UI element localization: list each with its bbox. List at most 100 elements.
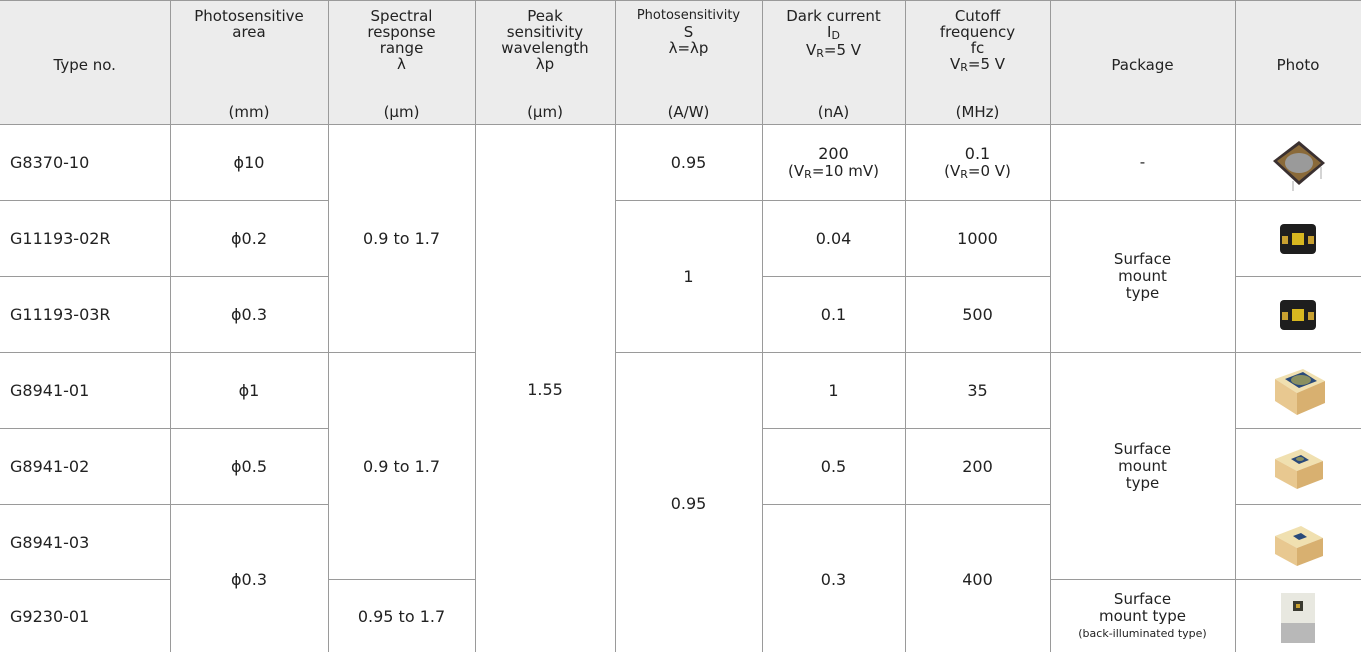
shape [1296, 604, 1300, 608]
text: Package [1051, 4, 1235, 122]
shape: Type no. Photosensitivearea(mm) Spectral… [0, 1, 1361, 652]
text: Dark current [763, 8, 905, 24]
table-cell: 0.5 [762, 429, 905, 505]
text: =0 V) [968, 162, 1011, 180]
text: λ=λp [616, 40, 762, 56]
unit-label: (nA) [763, 104, 905, 122]
text: Surface [1051, 441, 1235, 458]
text: (V [788, 162, 804, 180]
shape [1291, 375, 1311, 385]
text: type [1051, 285, 1235, 302]
table-cell: 0.9 to 1.7 [328, 353, 475, 580]
text: response [329, 24, 475, 40]
table-cell: 200 [905, 429, 1050, 505]
table-cell: 0.95 [615, 353, 762, 652]
text: Surface [1051, 591, 1235, 608]
subscript: R [960, 61, 968, 74]
table-cell [1235, 353, 1361, 429]
unit-label: (µm) [329, 104, 475, 122]
table-cell: G9230-01 [0, 580, 170, 652]
shape [1282, 312, 1288, 320]
subscript: R [804, 168, 812, 181]
subscript: R [960, 168, 968, 181]
spec-table: Type no. Photosensitivearea(mm) Spectral… [0, 0, 1361, 652]
table-cell: ϕ0.3 [170, 277, 328, 353]
table-cell: 500 [905, 277, 1050, 353]
table-cell: ϕ1 [170, 353, 328, 429]
photo [1263, 512, 1333, 572]
table-cell: 0.95 to 1.7 [328, 580, 475, 652]
text: Package [1051, 57, 1235, 73]
text: =5 V [824, 41, 861, 59]
text: 0.1 [906, 144, 1050, 163]
subscript: D [831, 29, 839, 42]
text: frequency [906, 24, 1050, 40]
table-cell: 1.55 [475, 125, 615, 652]
table-cell: 200(VR=10 mV) [762, 125, 905, 201]
table-cell: G8370-10 [0, 125, 170, 201]
table-cell: - [1050, 125, 1235, 201]
text: (back-illuminated type) [1051, 625, 1235, 642]
text: V [950, 55, 960, 73]
table-cell [1235, 277, 1361, 353]
table-cell: G8941-01 [0, 353, 170, 429]
text: λp [476, 56, 615, 72]
photo [1263, 214, 1333, 264]
text: VR=5 V [763, 42, 905, 60]
text: λ [329, 56, 475, 72]
text: mount [1051, 268, 1235, 285]
shape [1292, 309, 1304, 321]
table-cell: 1 [615, 201, 762, 353]
text: =10 mV) [812, 162, 879, 180]
text: (V [944, 162, 960, 180]
text: Photosensitive [171, 8, 328, 24]
unit-label: (µm) [476, 104, 615, 122]
table-cell: G11193-02R [0, 201, 170, 277]
table-cell: 0.1(VR=0 V) [905, 125, 1050, 201]
text: Type no. [0, 4, 170, 122]
text: Photo [1236, 4, 1361, 122]
text: Peaksensitivitywavelengthλp [476, 8, 615, 72]
text: V [806, 41, 816, 59]
shape [1281, 623, 1315, 643]
text: VR=5 V [906, 56, 1050, 74]
photo [1263, 133, 1333, 193]
shape [1308, 312, 1314, 320]
subscript: R [816, 47, 824, 60]
header-cell: Photo [1235, 1, 1361, 125]
text: range [329, 40, 475, 56]
shape [1282, 236, 1288, 244]
text: sensitivity [476, 24, 615, 40]
table-cell: 0.95 [615, 125, 762, 201]
photo [1263, 437, 1333, 497]
header-cell: PhotosensitivitySλ=λp(A/W) [615, 1, 762, 125]
table-row: G8370-10 ϕ10 0.9 to 1.7 1.55 0.95 200(VR… [0, 125, 1361, 201]
header-cell: Type no. [0, 1, 170, 125]
table-cell [1235, 429, 1361, 505]
text: Peak [476, 8, 615, 24]
text: S [616, 24, 762, 40]
page-body: Type no. Photosensitivearea(mm) Spectral… [0, 0, 1361, 652]
unit-label: (MHz) [906, 104, 1050, 122]
table-cell: 35 [905, 353, 1050, 429]
table-row: G8941-01 ϕ1 0.9 to 1.7 0.95 1 35 Surface… [0, 353, 1361, 429]
table-cell: ϕ0.5 [170, 429, 328, 505]
text: mount type [1051, 608, 1235, 625]
shape [1296, 457, 1304, 461]
page: Photodiode table {"table":{ "header":[ {… [0, 0, 1361, 652]
table-cell [1235, 125, 1361, 201]
